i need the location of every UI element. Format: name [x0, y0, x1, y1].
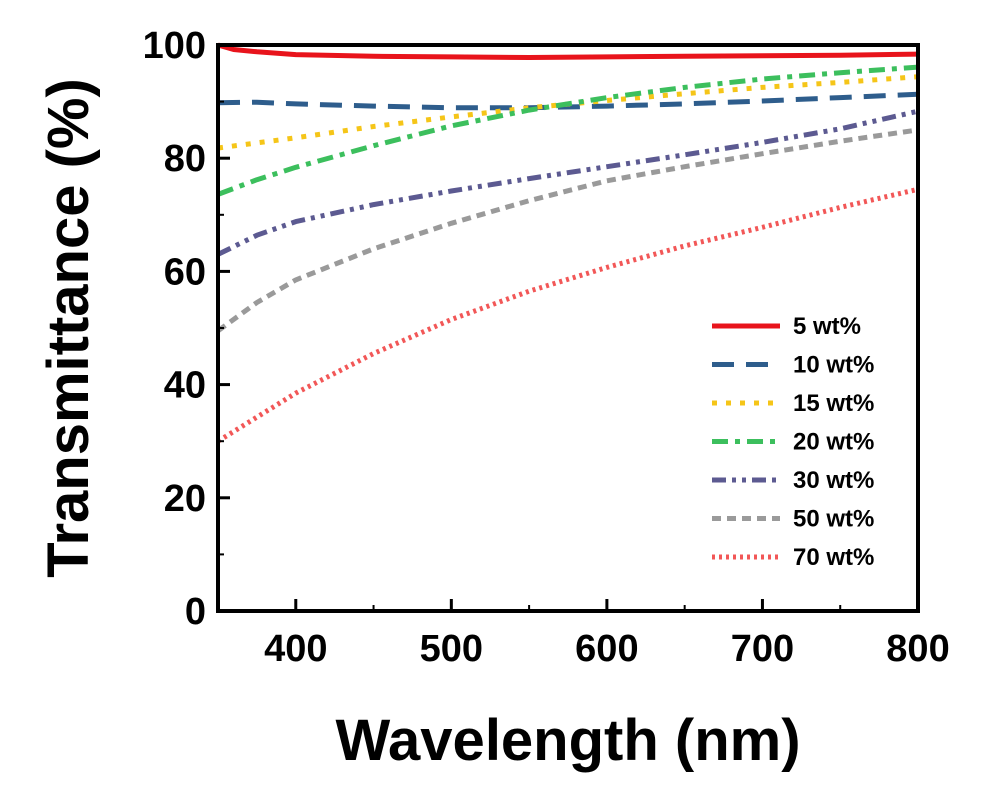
x-axis-title: Wavelength (nm)	[335, 708, 800, 773]
y-axis-title: Transmittance (%)	[36, 78, 101, 578]
legend: 5 wt% 10 wt% 15 wt% 20 wt% 30 wt% 50 wt% 70 wt…	[712, 313, 874, 571]
x-tick-label: 500	[420, 628, 483, 670]
y-tick-label: 60	[164, 251, 206, 293]
legend-label-6: 50 wt%	[793, 506, 874, 533]
legend-label-3: 15 wt%	[793, 390, 874, 417]
series-line-5	[216, 108, 919, 257]
legend-label-4: 20 wt%	[793, 429, 874, 456]
y-tick-label: 0	[185, 591, 206, 633]
y-tick-label: 80	[164, 138, 206, 180]
y-tick-label: 40	[164, 365, 206, 407]
legend-label-7: 70 wt%	[793, 544, 874, 571]
series-line-6	[216, 127, 919, 333]
x-tick-label: 600	[575, 628, 638, 670]
series-layer	[216, 42, 919, 444]
x-tick-label: 800	[886, 628, 949, 670]
y-tick-label: 100	[143, 25, 206, 67]
x-tick-label: 400	[264, 628, 327, 670]
legend-label-1: 5 wt%	[793, 313, 861, 340]
y-tick-label: 20	[164, 478, 206, 520]
series-line-7	[216, 186, 919, 444]
legend-label-5: 30 wt%	[793, 467, 874, 494]
series-line-4	[217, 64, 919, 197]
series-line-1	[217, 42, 919, 60]
ticks-layer: 400 500 600 700 800 0 20 40 60 80 100	[143, 25, 950, 670]
legend-label-2: 10 wt%	[793, 352, 874, 379]
series-line-3	[217, 74, 919, 151]
x-tick-label: 700	[731, 628, 794, 670]
